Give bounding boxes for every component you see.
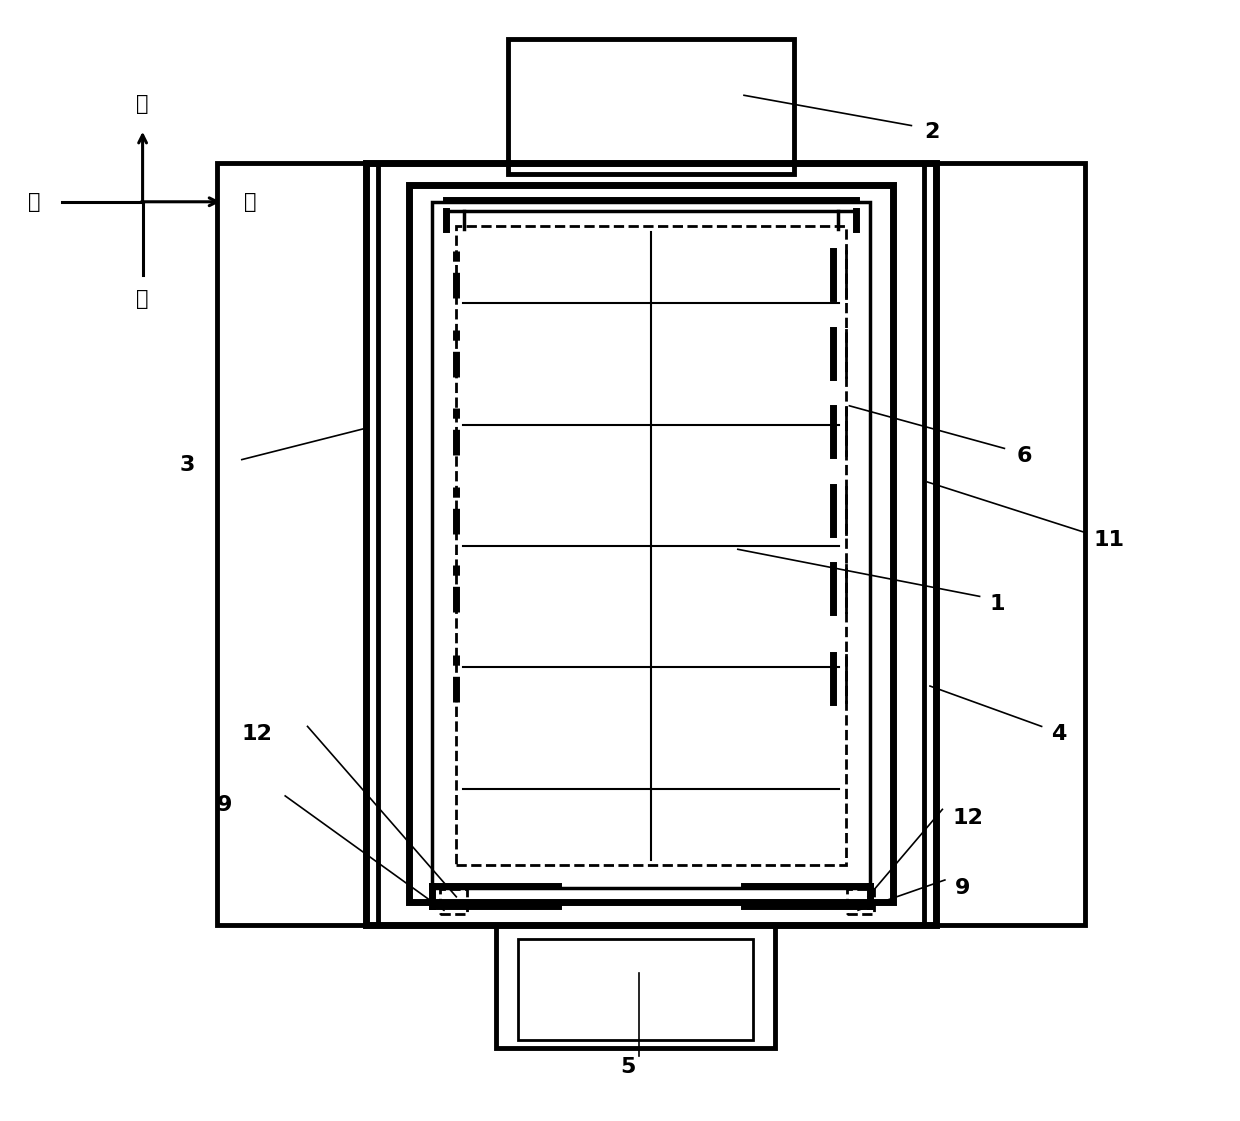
Text: 东: 东 — [244, 192, 257, 212]
Text: 1: 1 — [990, 594, 1006, 614]
Bar — [217, 163, 378, 925]
Text: 12: 12 — [952, 808, 983, 828]
Bar — [456, 226, 846, 865]
Text: 3: 3 — [180, 455, 195, 475]
Text: 北: 北 — [136, 94, 149, 114]
Bar — [440, 889, 467, 914]
Text: 11: 11 — [1094, 530, 1125, 550]
Bar — [366, 163, 936, 925]
Bar — [518, 939, 753, 1040]
Bar — [432, 202, 870, 888]
Text: 9: 9 — [217, 795, 232, 815]
Text: 西: 西 — [29, 192, 41, 212]
Text: 5: 5 — [620, 1057, 635, 1077]
Text: 12: 12 — [242, 724, 273, 744]
Text: 6: 6 — [1017, 446, 1032, 466]
Text: 2: 2 — [924, 122, 939, 142]
Text: 9: 9 — [955, 878, 970, 898]
Text: 南: 南 — [136, 289, 149, 309]
Bar — [847, 889, 874, 914]
Bar — [409, 185, 893, 902]
Bar — [508, 39, 794, 174]
Bar — [924, 163, 1085, 925]
Text: 4: 4 — [1052, 724, 1066, 744]
Bar — [496, 925, 775, 1048]
